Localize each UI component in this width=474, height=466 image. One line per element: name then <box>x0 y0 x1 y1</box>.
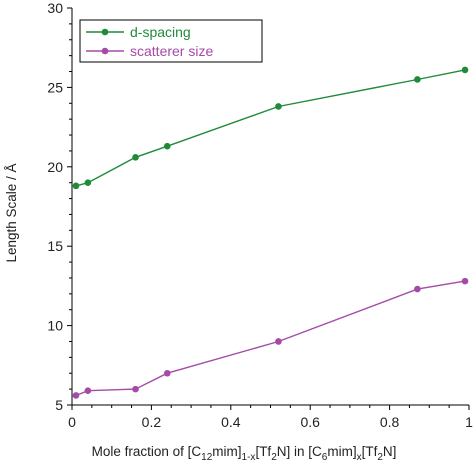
data-point-scatterer-size <box>132 385 139 393</box>
data-point-scatterer-size <box>84 387 92 395</box>
legend-swatch-marker <box>101 47 109 55</box>
y-tick-label: 30 <box>47 0 63 16</box>
x-label-mid-3: N] in [C <box>277 444 322 459</box>
x-tick-label: 0.6 <box>300 414 320 430</box>
series-group <box>72 66 469 399</box>
x-label-sub-3: 2 <box>271 452 277 463</box>
x-tick-label: 0 <box>68 414 76 430</box>
x-tick-label: 0.4 <box>221 414 241 430</box>
y-tick-label: 5 <box>55 397 63 413</box>
data-point-scatterer-size <box>72 392 80 399</box>
data-point-d-spacing <box>414 76 421 83</box>
legend-label: scatterer size <box>130 43 213 59</box>
data-point-scatterer-size <box>163 369 171 377</box>
y-tick-label: 20 <box>47 159 63 175</box>
x-tick-label: 1 <box>465 414 473 430</box>
data-point-d-spacing <box>461 66 469 74</box>
legend-label: d-spacing <box>130 24 191 40</box>
data-point-scatterer-size <box>275 338 282 345</box>
series-line-d-spacing <box>75 69 466 187</box>
x-label-sub-2: 1-x <box>242 452 256 463</box>
data-point-scatterer-size <box>414 285 421 293</box>
x-label-mid-2: [Tf <box>255 444 271 459</box>
data-point-d-spacing <box>163 142 171 150</box>
x-label-sub-4: 6 <box>322 452 328 463</box>
data-point-d-spacing <box>72 182 80 190</box>
y-tick-label: 25 <box>47 79 63 95</box>
data-point-scatterer-size <box>461 277 469 285</box>
x-label-prefix: Mole fraction of [C <box>92 444 202 459</box>
axes <box>71 8 469 406</box>
data-point-d-spacing <box>84 179 92 186</box>
x-label-suffix: N] <box>383 444 397 459</box>
legend-swatch-marker <box>101 28 109 36</box>
ticks: 5 10 15 20 25 30 0 0.2 0.4 0.6 0.8 1 <box>47 0 473 430</box>
y-axis-label: Length Scale / Å <box>4 163 19 262</box>
x-label-mid-1: mim] <box>212 444 241 459</box>
x-axis-label: Mole fraction of [C12mim]1-x[Tf2N] in [C… <box>92 444 397 463</box>
data-point-d-spacing <box>132 153 139 161</box>
series-line-scatterer-size <box>75 280 466 397</box>
x-label-mid-4: mim] <box>327 444 356 459</box>
x-label-sub-1: 12 <box>201 452 213 463</box>
x-label-sub-6: 2 <box>377 452 383 463</box>
legend-box <box>79 19 263 63</box>
x-tick-label: 0.8 <box>380 414 400 430</box>
data-point-d-spacing <box>275 103 282 110</box>
x-label-sub-5: x <box>357 452 362 463</box>
legend: d-spacing scatterer size <box>79 19 263 63</box>
x-label-mid-5: [Tf <box>362 444 378 459</box>
x-tick-label: 0.2 <box>142 414 162 430</box>
y-tick-label: 10 <box>47 318 63 334</box>
y-tick-label: 15 <box>47 238 63 254</box>
